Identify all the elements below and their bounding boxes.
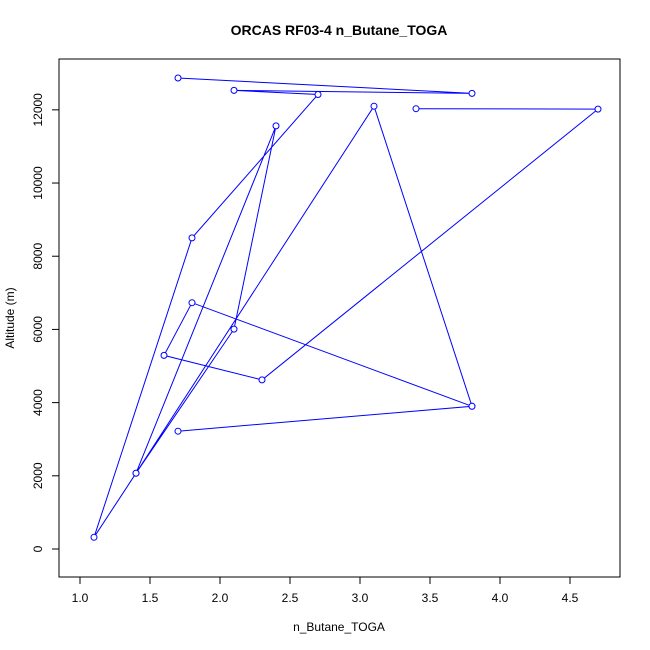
data-point [160,351,168,359]
data-point [174,74,182,82]
data-point [370,102,378,110]
series-line [93,77,600,538]
data-point [188,234,196,242]
y-tick-label: 0 [31,545,45,552]
x-tick-label: 3.5 [422,591,439,605]
data-point [272,122,280,130]
data-point [132,469,140,477]
data-point [258,376,266,384]
y-tick-label: 10000 [31,166,45,200]
x-axis-label: n_Butane_TOGA [293,620,385,634]
data-point [90,533,98,541]
y-axis-label: Altitude (m) [3,287,17,348]
data-point [468,402,476,410]
data-point [594,105,602,113]
chart-title: ORCAS RF03-4 n_Butane_TOGA [231,22,448,38]
x-axis: 1.0 1.5 2.0 2.5 3.0 3.5 4.0 4.5 [72,576,579,605]
x-tick-label: 3.0 [352,591,369,605]
data-point [314,91,322,98]
series-layer [90,74,602,541]
data-point [230,86,238,94]
x-tick-label: 1.0 [72,591,89,605]
y-tick-label: 4000 [31,389,45,416]
x-tick-label: 2.0 [212,591,229,605]
data-point [468,89,476,97]
x-tick-label: 2.5 [282,591,299,605]
y-tick-label: 6000 [31,316,45,343]
x-tick-label: 4.0 [492,591,509,605]
y-tick-label: 2000 [31,462,45,489]
y-axis: 0 2000 4000 6000 8000 10000 12000 [31,93,60,552]
x-tick-label: 4.5 [562,591,579,605]
data-point [412,105,420,113]
data-point [174,427,182,435]
data-point [230,325,238,333]
x-tick-label: 1.5 [142,591,159,605]
y-tick-label: 8000 [31,243,45,270]
data-point [188,299,196,307]
y-tick-label: 12000 [31,93,45,127]
